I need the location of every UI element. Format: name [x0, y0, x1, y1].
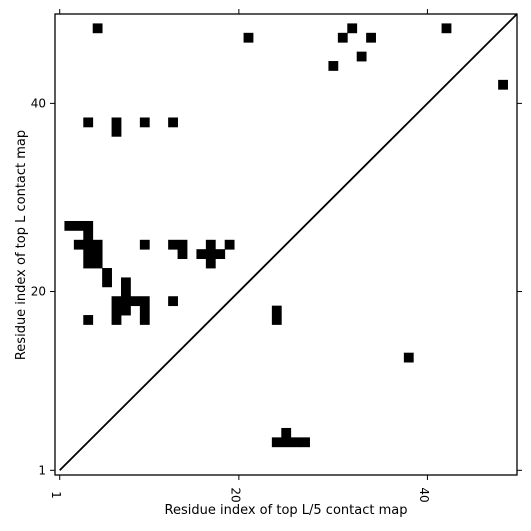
diagonal-line: [59, 13, 518, 471]
contact-cell-top-l: [139, 296, 150, 307]
contact-cell-top-l5: [403, 352, 414, 363]
contact-cell-top-l5: [290, 437, 301, 448]
contact-cell-top-l: [177, 249, 188, 260]
contact-cell-top-l: [356, 51, 367, 62]
contact-cell-top-l: [73, 239, 84, 250]
contact-cell-top-l: [168, 296, 178, 307]
contact-cell-top-l: [205, 258, 216, 269]
contact-cell-top-l: [92, 23, 103, 34]
contact-cell-top-l: [168, 117, 178, 128]
contact-cell-top-l5: [271, 437, 282, 448]
axis-ticks: 1 20 40 1 20 40: [31, 9, 522, 503]
contact-cell-top-l: [83, 315, 94, 325]
contact-cell-top-l: [243, 32, 254, 43]
contact-cell-top-l: [337, 32, 348, 43]
contact-cell-top-l: [139, 117, 150, 128]
y-tick-label: 40: [31, 96, 46, 110]
contact-cell-top-l: [92, 249, 103, 260]
contact-cell-top-l: [83, 249, 94, 260]
contact-cell-top-l: [177, 239, 188, 250]
contact-cell-top-l5: [300, 437, 310, 448]
contact-cell-top-l5: [281, 437, 292, 448]
contact-cell-top-l5: [281, 427, 292, 438]
contact-cell-top-l: [111, 296, 122, 307]
contact-cell-top-l: [366, 32, 376, 43]
contact-cell-top-l: [92, 258, 103, 269]
contact-cell-top-l: [73, 220, 84, 231]
contact-cell-top-l: [121, 277, 131, 288]
contact-cell-top-l: [111, 305, 122, 316]
contact-cell-top-l: [102, 268, 112, 278]
y-tick-label: 1: [38, 463, 46, 477]
contact-cell-top-l: [196, 249, 207, 260]
contact-cell-top-l: [83, 258, 94, 269]
contact-cell-top-l: [441, 23, 452, 34]
contact-cell-top-l: [83, 230, 94, 241]
contact-cell-top-l5: [271, 315, 282, 325]
contact-cell-top-l: [111, 126, 122, 137]
contact-cell-top-l: [121, 305, 131, 316]
contact-cell-top-l: [83, 239, 94, 250]
contact-cells: [64, 23, 508, 448]
contact-cell-top-l: [111, 315, 122, 325]
contact-cell-top-l: [139, 239, 150, 250]
contact-cell-top-l: [224, 239, 235, 250]
plot-frame: [54, 13, 518, 476]
x-axis-title: Residue index of top L/5 contact map: [165, 503, 408, 518]
contact-cell-top-l: [139, 305, 150, 316]
contact-cell-top-l: [205, 249, 216, 260]
contact-cell-top-l: [130, 296, 141, 307]
y-tick-label: 20: [31, 285, 46, 299]
contact-cell-top-l: [121, 286, 131, 297]
contact-cell-top-l: [111, 117, 122, 128]
contact-cell-top-l: [215, 249, 226, 260]
contact-cell-top-l: [64, 220, 75, 231]
contact-cell-top-l5: [271, 305, 282, 316]
x-tick-label: 40: [417, 487, 431, 502]
contact-cell-top-l: [205, 239, 216, 250]
contact-cell-top-l: [92, 239, 103, 250]
contact-cell-top-l: [121, 296, 131, 307]
contact-cell-top-l: [83, 220, 94, 231]
contact-cell-top-l: [498, 79, 508, 90]
contact-cell-top-l: [83, 117, 94, 128]
contact-cell-top-l: [168, 239, 178, 250]
x-tick-label: 1: [49, 491, 63, 499]
contact-cell-top-l: [328, 61, 339, 71]
x-tick-label: 20: [228, 487, 242, 502]
contact-cell-top-l: [102, 277, 112, 288]
contact-cell-top-l: [347, 23, 358, 34]
y-axis-title: Residue index of top L contact map: [14, 130, 29, 360]
contact-cell-top-l: [139, 315, 150, 325]
